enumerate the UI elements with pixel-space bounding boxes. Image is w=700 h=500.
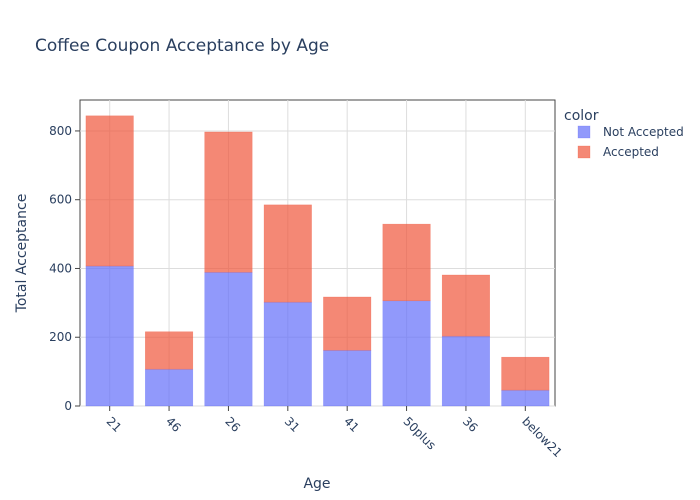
bar-accepted-46[interactable] [145, 331, 194, 370]
bar-accepted-21[interactable] [85, 115, 134, 267]
bar-accepted-below21[interactable] [501, 356, 550, 391]
bar-not-accepted-26[interactable] [204, 272, 253, 407]
bar-accepted-36[interactable] [441, 274, 490, 337]
legend-title: color [564, 108, 599, 124]
y-tick-label: 800 [49, 124, 72, 138]
y-tick-label: 400 [49, 261, 72, 275]
x-axis-ticks: 21 46 26 31 41 50plus 36 below21 [104, 406, 565, 460]
bar-accepted-31[interactable] [263, 204, 312, 303]
y-axis-ticks: 0 200 400 600 800 [49, 124, 80, 413]
bar-not-accepted-36[interactable] [441, 335, 490, 407]
bar-accepted-41[interactable] [323, 296, 372, 351]
bar-accepted-50plus[interactable] [382, 223, 431, 302]
legend-label: Accepted [603, 145, 659, 159]
chart-title: Coffee Coupon Acceptance by Age [35, 36, 329, 56]
x-tick-label: below21 [519, 414, 565, 460]
bar-not-accepted-41[interactable] [323, 350, 372, 407]
bar-not-accepted-50plus[interactable] [382, 300, 431, 407]
x-tick-label: 36 [460, 414, 481, 435]
legend-item-accepted[interactable]: Accepted [577, 145, 659, 159]
bar-not-accepted-31[interactable] [263, 301, 312, 407]
x-tick-label: 31 [282, 414, 303, 435]
legend-item-not-accepted[interactable]: Not Accepted [577, 125, 684, 139]
bar-not-accepted-46[interactable] [145, 368, 194, 407]
y-tick-label: 600 [49, 193, 72, 207]
x-tick-label: 46 [163, 414, 184, 435]
x-axis-label: Age [303, 476, 330, 492]
x-tick-label: 21 [104, 414, 125, 435]
y-tick-label: 0 [64, 399, 72, 413]
legend-swatch [577, 125, 591, 139]
x-tick-label: 26 [222, 414, 243, 435]
legend-label: Not Accepted [603, 125, 684, 139]
bar-accepted-26[interactable] [204, 131, 253, 273]
y-axis-label: Total Acceptance [14, 194, 30, 314]
legend[interactable]: color Not Accepted Accepted [564, 108, 684, 159]
x-tick-label: 41 [341, 414, 362, 435]
legend-swatch [577, 145, 591, 159]
y-tick-label: 200 [49, 330, 72, 344]
x-tick-label: 50plus [400, 414, 438, 452]
bars [85, 115, 550, 407]
bar-not-accepted-below21[interactable] [501, 389, 550, 407]
bar-not-accepted-21[interactable] [85, 265, 134, 407]
